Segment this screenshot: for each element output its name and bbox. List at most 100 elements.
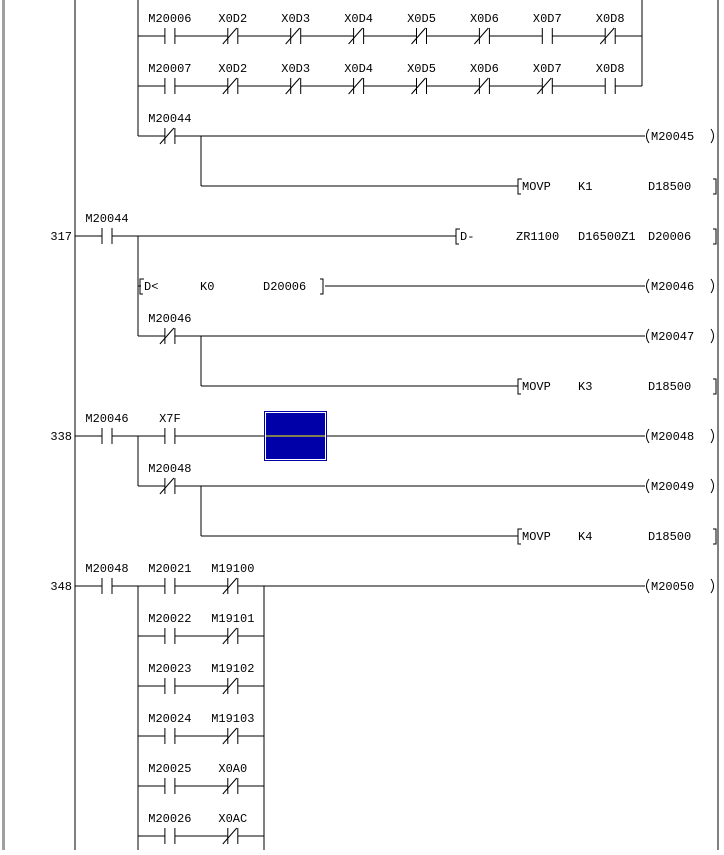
- contact-gap: [353, 35, 364, 38]
- instruction-name: D-: [460, 230, 474, 244]
- contact-label: M20044: [148, 112, 191, 126]
- contact-gap: [164, 685, 175, 688]
- contact-gap: [479, 35, 490, 38]
- instruction-bracket-close: [713, 228, 717, 245]
- contact-gap: [164, 135, 175, 138]
- coil-paren-close-icon: [710, 478, 714, 494]
- instruction-operand: D18500: [648, 380, 691, 394]
- contact-slash: [222, 827, 238, 845]
- contact-gap: [227, 635, 238, 638]
- contact-label: M19102: [211, 662, 254, 676]
- instruction-bracket-close: [320, 278, 324, 295]
- contact-label: X0D6: [470, 62, 499, 76]
- contact-label: M20025: [148, 762, 191, 776]
- contact-label: X7F: [159, 412, 181, 426]
- contact-gap: [542, 35, 553, 38]
- instruction-name: MOVP: [522, 530, 551, 544]
- contact-label: X0D3: [281, 62, 310, 76]
- contact-slash: [222, 677, 238, 695]
- contact-label: X0D8: [596, 62, 625, 76]
- coil-label: M20049: [651, 480, 694, 494]
- coil-label: M20050: [651, 580, 694, 594]
- contact-label: M19101: [211, 612, 254, 626]
- contact-gap: [102, 585, 112, 588]
- contact-slash: [474, 77, 489, 95]
- contact-label: M20044: [85, 212, 128, 226]
- contact-gap: [102, 235, 112, 238]
- instruction-bracket-close: [713, 178, 717, 195]
- contact-label: M19100: [211, 562, 254, 576]
- contact-gap: [227, 585, 238, 588]
- contact-gap: [164, 735, 175, 738]
- coil-paren-open-icon: [646, 278, 650, 294]
- contact-gap: [227, 785, 238, 788]
- instruction-name: MOVP: [522, 380, 551, 394]
- contact-gap: [164, 585, 175, 588]
- contact-label: M20021: [148, 562, 191, 576]
- contact-gap: [605, 35, 616, 38]
- contact-slash: [411, 27, 426, 45]
- contact-gap: [605, 85, 616, 88]
- compare-operand: K0: [200, 280, 214, 294]
- contact-label: M20026: [148, 812, 191, 826]
- instruction-operand: K4: [578, 530, 592, 544]
- coil-paren-close-icon: [710, 428, 714, 444]
- contact-slash: [222, 27, 238, 45]
- contact-slash: [159, 327, 175, 345]
- contact-slash: [222, 577, 238, 595]
- compare-operator: D<: [144, 280, 158, 294]
- contact-gap: [416, 35, 427, 38]
- contact-slash: [222, 727, 238, 745]
- contact-gap: [227, 685, 238, 688]
- contact-label: X0D4: [344, 62, 373, 76]
- contact-slash: [285, 77, 301, 95]
- contact-slash: [285, 27, 301, 45]
- contact-gap: [164, 335, 175, 338]
- contact-slash: [222, 77, 238, 95]
- contact-gap: [416, 85, 427, 88]
- contact-gap: [164, 35, 175, 38]
- instruction-name: MOVP: [522, 180, 551, 194]
- instruction-bracket-close: [713, 378, 717, 395]
- contact-gap: [102, 435, 112, 438]
- contact-gap: [164, 435, 175, 438]
- contact-slash: [474, 27, 489, 45]
- instruction-bracket-open: [139, 278, 144, 295]
- contact-label: X0D4: [344, 12, 373, 26]
- instruction-operand: D18500: [648, 530, 691, 544]
- instruction-bracket-open: [517, 378, 522, 395]
- contact-label: X0AC: [218, 812, 247, 826]
- contact-label: M20048: [85, 562, 128, 576]
- contact-label: M20024: [148, 712, 191, 726]
- instruction-operand: D18500: [648, 180, 691, 194]
- contact-slash: [536, 77, 552, 95]
- contact-label: X0D2: [218, 12, 247, 26]
- contact-slash: [411, 77, 426, 95]
- step-number: 317: [50, 230, 72, 244]
- instruction-bracket-open: [455, 228, 460, 245]
- contact-slash: [222, 777, 238, 795]
- compare-operand: D20006: [263, 280, 306, 294]
- contact-label: X0D6: [470, 12, 499, 26]
- coil-label: M20047: [651, 330, 694, 344]
- coil-label: M20045: [651, 130, 694, 144]
- contact-gap: [353, 85, 364, 88]
- contact-label: X0D5: [407, 12, 436, 26]
- contact-gap: [227, 35, 238, 38]
- coil-paren-close-icon: [710, 328, 714, 344]
- instruction-bracket-open: [517, 178, 522, 195]
- instruction-operand: K1: [578, 180, 592, 194]
- contact-label: X0D5: [407, 62, 436, 76]
- contact-gap: [227, 85, 238, 88]
- contact-slash: [159, 477, 175, 495]
- contact-label: M20048: [148, 462, 191, 476]
- contact-slash: [159, 127, 175, 145]
- coil-paren-close-icon: [710, 578, 714, 594]
- instruction-bracket-open: [517, 528, 522, 545]
- contact-gap: [227, 835, 238, 838]
- contact-label: M20022: [148, 612, 191, 626]
- coil-label: M20048: [651, 430, 694, 444]
- contact-label: X0D8: [596, 12, 625, 26]
